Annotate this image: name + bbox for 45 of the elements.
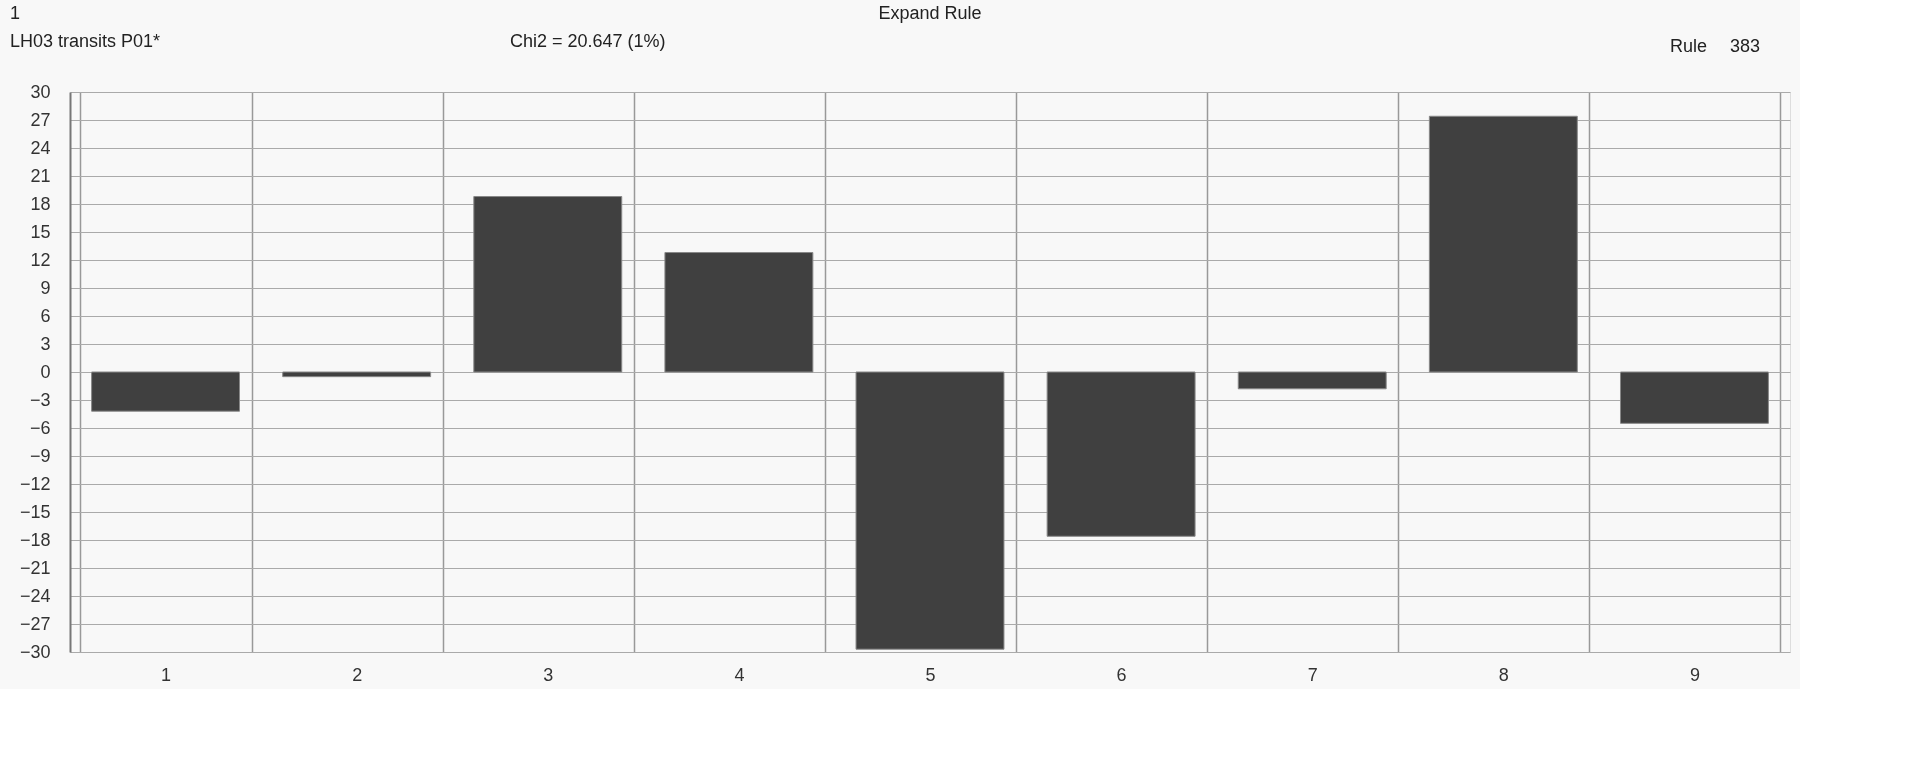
chart-subtitle: Chi2 = 20.647 (1%): [510, 31, 666, 51]
y-tick-label: 15: [30, 221, 51, 242]
y-tick-label: 3: [40, 333, 51, 354]
x-tick-label: 7: [1307, 664, 1318, 685]
text: Expand Rule: [878, 3, 982, 23]
bar: [1428, 115, 1578, 373]
y-tick-label: −6: [29, 417, 51, 438]
y-tick-label: 18: [30, 193, 51, 214]
bar: [473, 196, 623, 373]
x-tick-label: 8: [1498, 664, 1509, 685]
x-tick-label: 6: [1116, 664, 1127, 685]
x-tick-label: 1: [161, 664, 172, 685]
y-tick-label: −27: [19, 613, 51, 634]
y-tick-label: −12: [19, 473, 51, 494]
y-tick-label: 12: [30, 249, 51, 270]
text: Rule: [1670, 36, 1708, 56]
y-tick-label: −3: [29, 389, 51, 410]
bar: [1619, 371, 1769, 424]
y-tick-label: −30: [19, 641, 51, 662]
y-tick-label: 9: [40, 277, 51, 298]
y-tick-label: 0: [40, 361, 51, 382]
y-tick-label: 24: [30, 137, 51, 158]
text: 1: [10, 3, 21, 23]
x-tick-label: 9: [1689, 664, 1700, 685]
bar: [664, 252, 814, 373]
bar: [1046, 371, 1196, 537]
y-tick-label: 6: [40, 305, 51, 326]
bar: [855, 371, 1005, 650]
y-tick-label: −9: [29, 445, 51, 466]
chart-title: LH03 transits P01*: [10, 31, 161, 51]
y-tick-label: 21: [30, 165, 51, 186]
y-tick-label: −24: [19, 585, 51, 606]
y-tick-label: −21: [19, 557, 51, 578]
y-tick-label: −18: [19, 529, 51, 550]
y-tick-label: 27: [30, 109, 51, 130]
x-tick-label: 5: [925, 664, 936, 685]
x-tick-label: 3: [543, 664, 554, 685]
y-tick-label: −15: [19, 501, 51, 522]
bar: [91, 371, 241, 412]
bar: [1237, 371, 1387, 390]
bar: [282, 371, 432, 378]
x-tick-label: 4: [734, 664, 745, 685]
x-tick-label: 2: [352, 664, 363, 685]
y-tick-label: 30: [30, 81, 51, 102]
text: 383: [1730, 36, 1761, 56]
